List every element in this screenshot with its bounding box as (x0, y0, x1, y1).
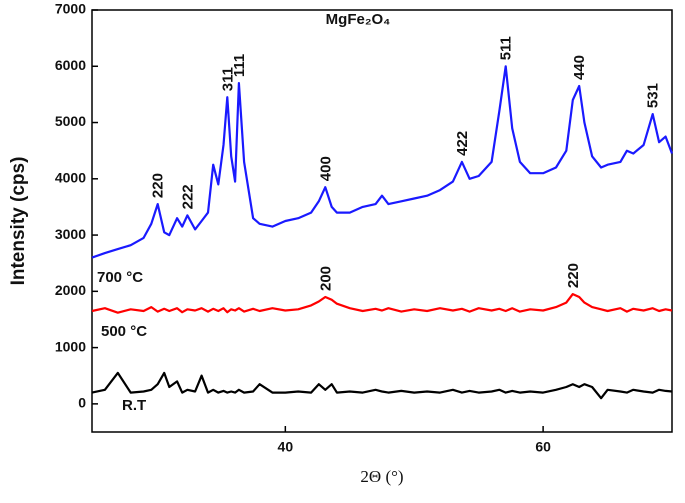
peak-label: 311 (219, 67, 236, 91)
y-tick-label: 4000 (55, 170, 86, 186)
series-label: 500 °C (101, 323, 147, 340)
y-tick-label: 2000 (55, 282, 86, 298)
series-line (91, 293, 673, 314)
y-tick-label: 1000 (55, 338, 86, 354)
y-tick-label: 7000 (55, 1, 86, 17)
series-line (91, 371, 673, 400)
plot-frame (91, 9, 673, 433)
peak-label: 400 (317, 156, 334, 181)
series-label: R.T (122, 397, 146, 414)
y-tick-label: 0 (78, 395, 86, 411)
chart-title: MgFe₂O₄ (326, 11, 391, 28)
x-tick-label: 60 (535, 439, 551, 455)
y-axis-label: Intensity (cps) (8, 157, 29, 286)
series-line (91, 65, 674, 259)
y-tick-label: 6000 (55, 57, 86, 73)
series-label: 700 °C (97, 269, 143, 286)
peak-label: 220 (565, 263, 582, 288)
peak-label: 200 (317, 266, 334, 291)
y-tick-label: 3000 (55, 226, 86, 242)
y-tick-label: 5000 (55, 113, 86, 129)
peak-label: 422 (454, 131, 471, 156)
peak-label: 511 (498, 36, 515, 60)
x-axis-label: 2Θ (°) (360, 467, 403, 486)
peak-label: 440 (571, 55, 588, 80)
peak-label: 220 (150, 173, 167, 198)
peak-label: 531 (645, 83, 662, 108)
peak-label: 111 (231, 54, 248, 77)
peak-label: 222 (179, 184, 196, 209)
x-tick-label: 40 (278, 439, 294, 455)
